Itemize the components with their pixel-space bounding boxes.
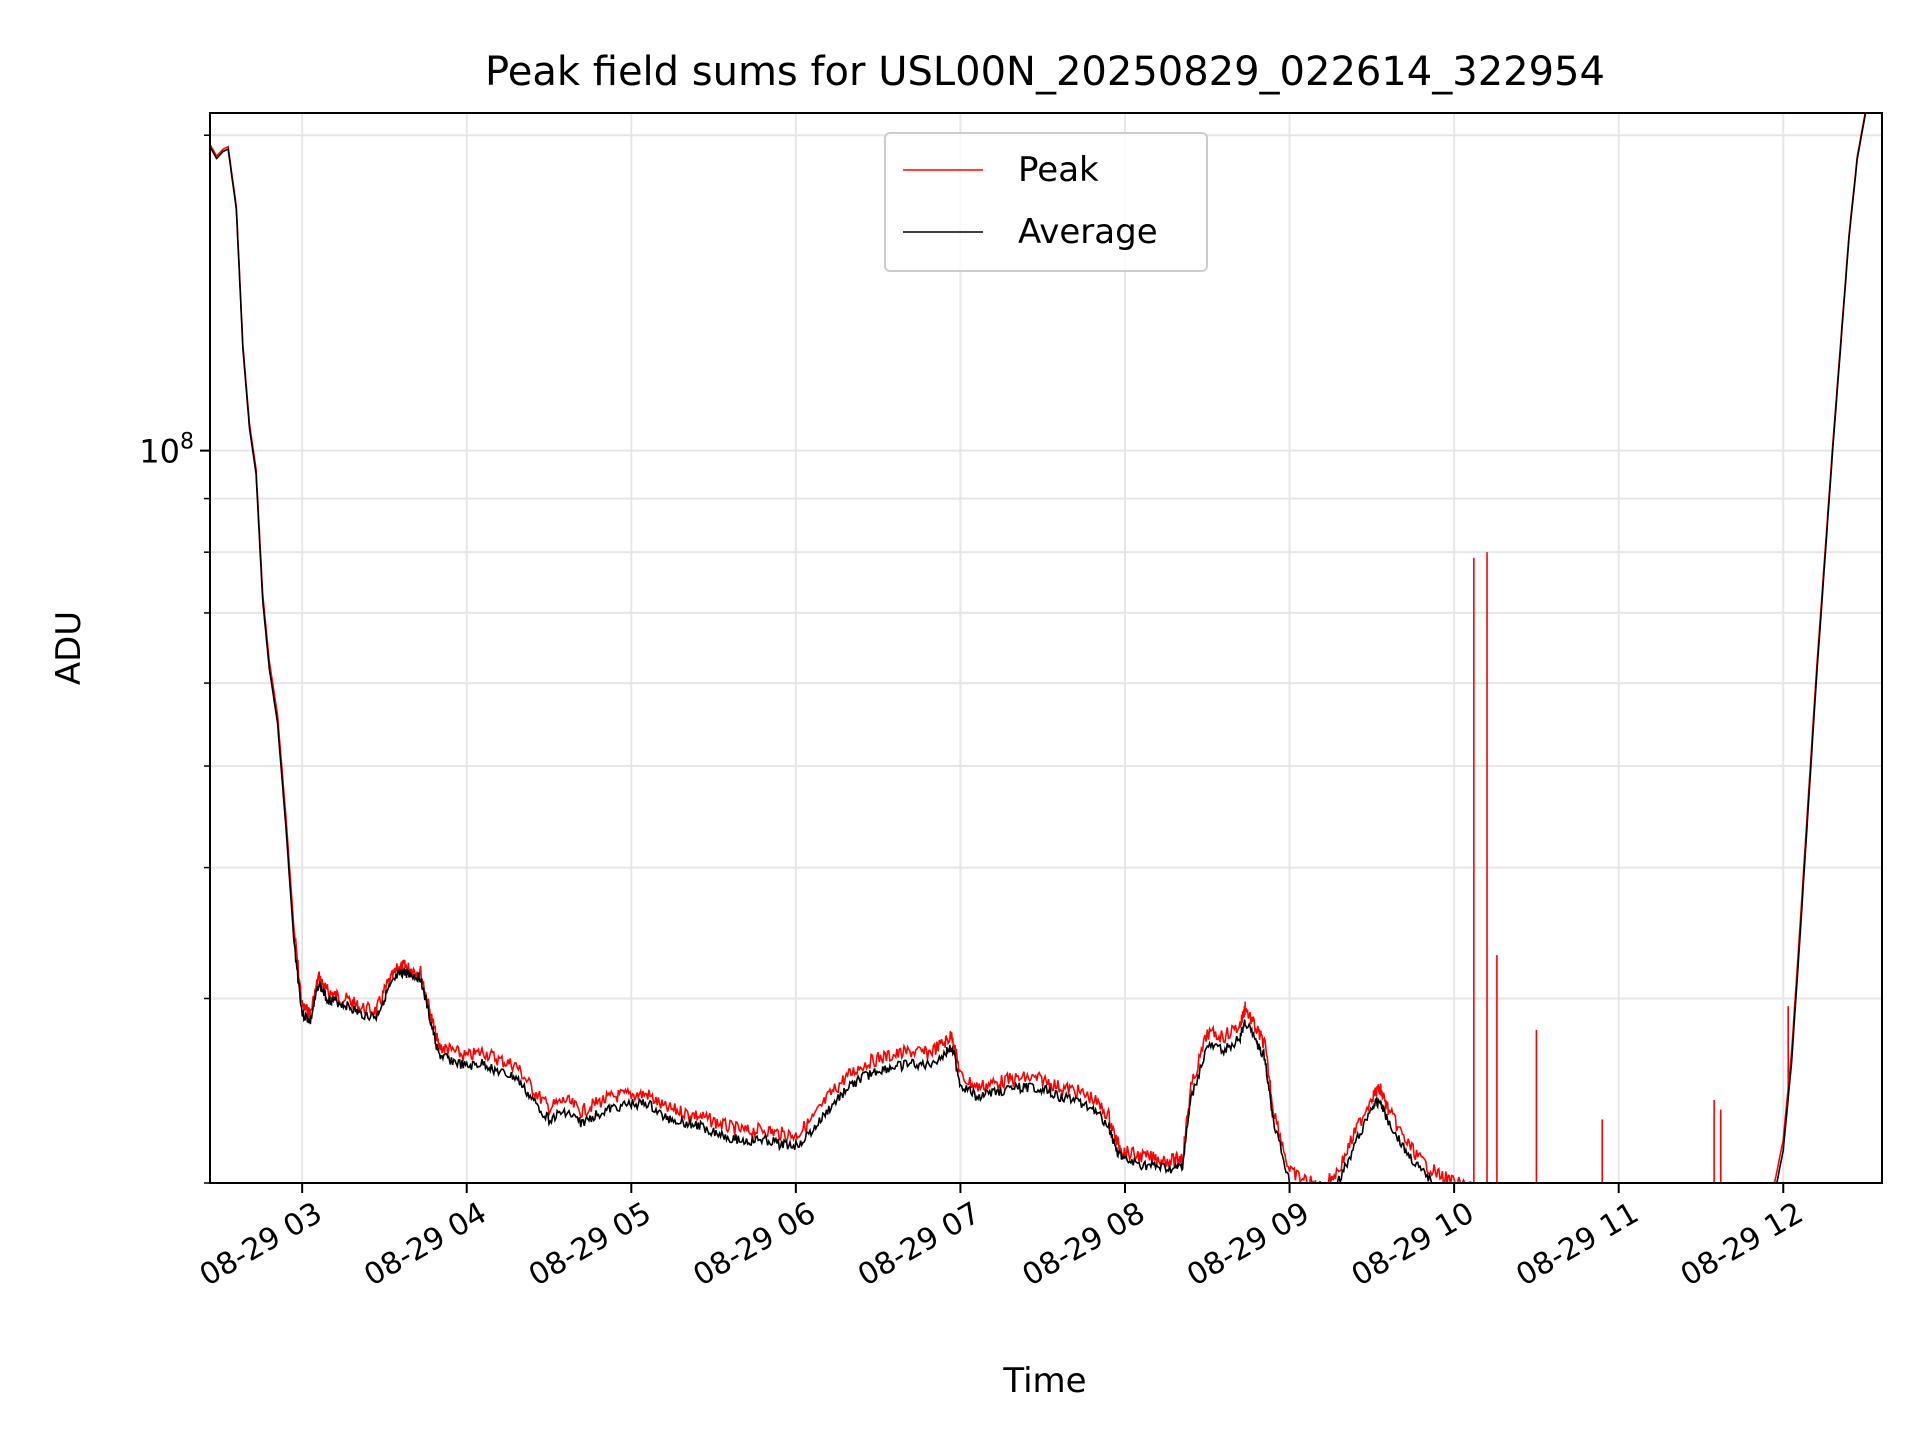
legend-label-peak: Peak bbox=[1018, 150, 1099, 190]
grid-lines bbox=[210, 113, 1882, 1184]
legend-label-average: Average bbox=[1018, 212, 1158, 252]
y-axis-label: ADU bbox=[49, 611, 89, 685]
y-axis-ticks: 108 bbox=[139, 134, 210, 1184]
chart-title: Peak field sums for USL00N_20250829_0226… bbox=[485, 49, 1605, 95]
x-axis-label: Time bbox=[1002, 1361, 1086, 1401]
legend-box bbox=[884, 132, 1208, 272]
series-line-peak bbox=[210, 113, 1866, 1183]
y-tick-label: 108 bbox=[139, 430, 194, 471]
series-line-average bbox=[210, 113, 1868, 1183]
plot-area bbox=[210, 113, 1868, 1183]
plot-frame bbox=[209, 112, 1883, 1184]
legend: Peak Average bbox=[884, 132, 1208, 272]
series-layer bbox=[210, 113, 1868, 1183]
